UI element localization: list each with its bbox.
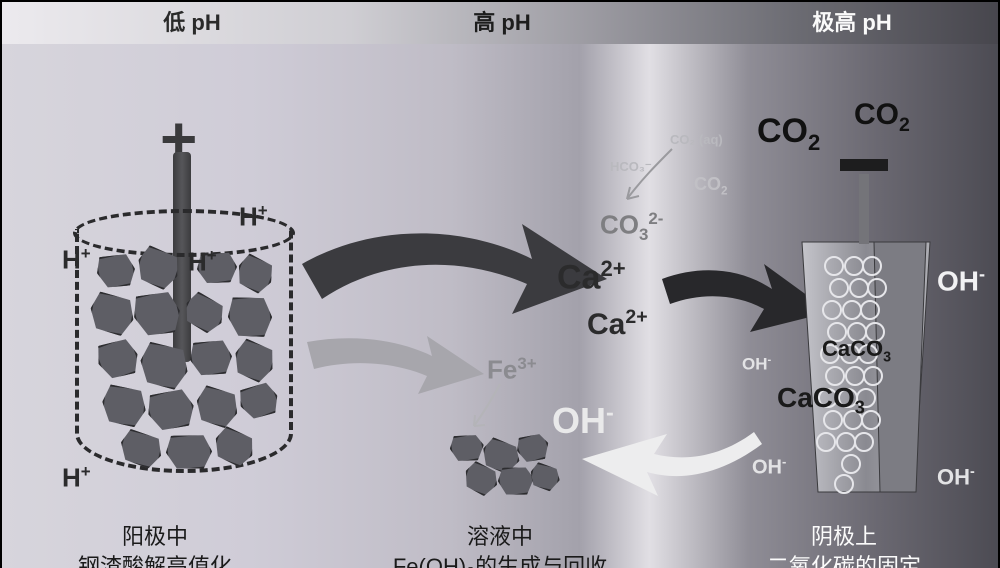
- caco3-bubble: [836, 432, 856, 452]
- caco3-bubble: [824, 256, 844, 276]
- caco3-bubble: [822, 300, 842, 320]
- ion-label: Ca2+: [557, 256, 626, 297]
- caption-anode: 阳极中钢渣酸解高值化: [55, 522, 255, 568]
- caco3-bubble: [860, 300, 880, 320]
- ion-label: CO32-: [600, 209, 663, 245]
- caco3-bubble: [849, 278, 869, 298]
- caco3-bubble: [844, 256, 864, 276]
- caco3-label: CaCO3: [822, 336, 891, 365]
- oh-minus-label: OH-: [937, 264, 985, 297]
- ion-label: Ca2+: [587, 306, 648, 342]
- caco3-bubble: [816, 432, 836, 452]
- small-species-label: CO₂ (aq): [670, 132, 723, 147]
- small-species-label: CO2: [694, 174, 728, 198]
- small-species-label: HCO₃⁻: [610, 159, 652, 175]
- diagram-stage: 低 pH 高 pH 极高 pH + H+H+H+H+ Ca2+Ca2+CO32-…: [0, 0, 1000, 568]
- caco3-bubble: [841, 454, 861, 474]
- ion-label: Fe3+: [487, 354, 537, 386]
- caco3-bubble: [842, 300, 862, 320]
- caco3-bubble: [867, 278, 887, 298]
- oh-minus-label: OH-: [742, 354, 771, 375]
- caption-middle: 溶液中Fe(OH)₃的生成与回收: [380, 522, 620, 568]
- caco3-bubble: [829, 278, 849, 298]
- ph-header-band: 低 pH 高 pH 极高 pH: [2, 2, 998, 44]
- co2-label: CO2: [757, 112, 820, 156]
- cathode-rod: [859, 174, 869, 244]
- caption-cathode: 阴极上二氧化碳的固定: [744, 522, 944, 568]
- caco3-bubble: [854, 432, 874, 452]
- ion-label: OH-: [552, 399, 614, 442]
- arrow-split-gray: [307, 336, 484, 394]
- arrow-tiny-fe: [474, 384, 500, 426]
- cathode-minus-icon: [840, 159, 888, 171]
- header-high-ph: 高 pH: [402, 2, 602, 44]
- header-low-ph: 低 pH: [62, 2, 322, 44]
- caco3-bubble: [834, 474, 854, 494]
- caco3-bubble: [863, 366, 883, 386]
- header-veryhigh-ph: 极高 pH: [742, 2, 962, 44]
- diagram-main: + H+H+H+H+ Ca2+Ca2+CO32-Fe3+OH-CO₂ (aq)H…: [2, 44, 998, 568]
- co2-label: CO2: [854, 98, 910, 137]
- oh-minus-label: OH-: [937, 464, 975, 490]
- caco3-label: CaCO3: [777, 382, 865, 419]
- oh-minus-label: OH-: [752, 454, 786, 480]
- caco3-bubble: [862, 256, 882, 276]
